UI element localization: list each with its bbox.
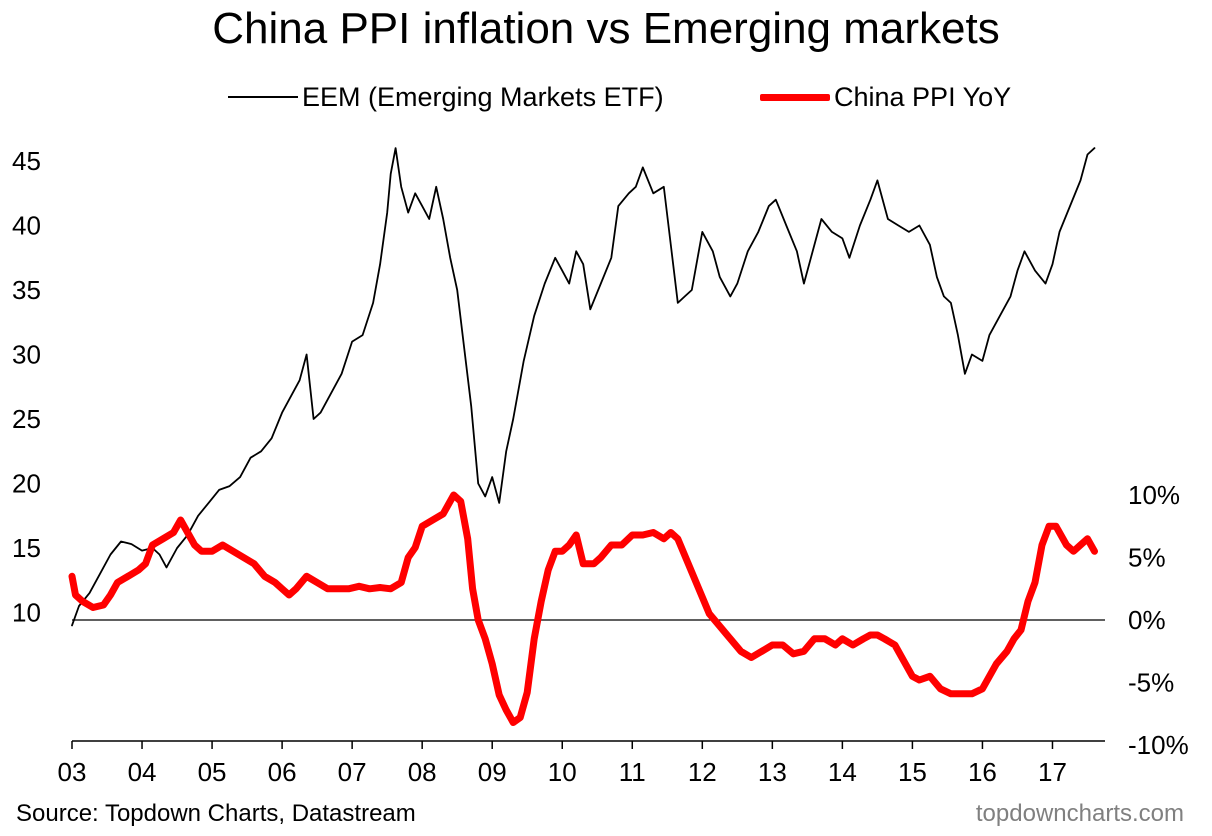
x-tick-label: 17 xyxy=(1038,757,1067,787)
left-tick-label: 10 xyxy=(12,598,41,628)
x-tick-label: 05 xyxy=(198,757,227,787)
chart-title: China PPI inflation vs Emerging markets xyxy=(212,4,1000,53)
x-axis: 03 04 05 06 07 08 09 10 11 12 13 14 15 16 17 xyxy=(58,740,1105,787)
x-tick-label: 04 xyxy=(128,757,157,787)
x-tick-label: 03 xyxy=(58,757,87,787)
x-tick-label: 06 xyxy=(268,757,297,787)
series-layer xyxy=(68,147,1098,726)
x-tick-label: 11 xyxy=(619,757,646,787)
legend-item-ppi: China PPI YoY xyxy=(760,80,1011,114)
legend-swatch-ppi xyxy=(760,93,830,101)
x-tick-label: 15 xyxy=(898,757,927,787)
x-tick-label: 14 xyxy=(828,757,857,787)
x-tick-label: 08 xyxy=(408,757,437,787)
left-tick-label: 20 xyxy=(12,469,41,499)
left-tick-label: 25 xyxy=(12,404,41,434)
left-tick-label: 45 xyxy=(12,146,41,176)
right-tick-label: 5% xyxy=(1128,543,1166,573)
legend-swatch-eem xyxy=(228,96,298,98)
x-tick-label: 10 xyxy=(548,757,577,787)
left-tick-label: 15 xyxy=(12,533,41,563)
right-axis-ticks: -10% -5% 0% 5% 10% xyxy=(1128,480,1189,760)
x-tick-label: 13 xyxy=(758,757,787,787)
series-line-china-ppi xyxy=(68,491,1098,726)
right-tick-label: -10% xyxy=(1128,730,1189,760)
series-line-eem xyxy=(71,147,1096,627)
left-tick-label: 35 xyxy=(12,275,41,305)
x-tick-label: 12 xyxy=(688,757,717,787)
legend: EEM (Emerging Markets ETF) China PPI YoY xyxy=(0,80,1212,114)
left-axis-ticks: 10 15 20 25 30 35 40 45 xyxy=(12,146,41,628)
legend-label-eem: EEM (Emerging Markets ETF) xyxy=(302,81,664,112)
right-tick-label: -5% xyxy=(1128,668,1174,698)
left-tick-label: 40 xyxy=(12,211,41,241)
watermark: topdowncharts.com xyxy=(975,800,1184,827)
x-tick-label: 07 xyxy=(338,757,367,787)
x-tick-label: 16 xyxy=(968,757,997,787)
left-tick-label: 30 xyxy=(12,340,41,370)
x-tick-label: 09 xyxy=(478,757,507,787)
right-tick-label: 10% xyxy=(1128,480,1180,510)
legend-item-eem: EEM (Emerging Markets ETF) xyxy=(228,80,664,114)
source-note: Source: Topdown Charts, Datastream xyxy=(16,800,416,827)
right-tick-label: 0% xyxy=(1128,605,1166,635)
legend-label-ppi: China PPI YoY xyxy=(834,81,1012,112)
